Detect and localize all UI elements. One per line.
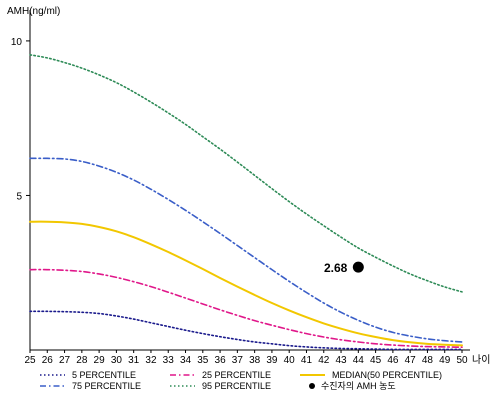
legend-label-5-percentile: 5 PERCENTILE [72,370,136,380]
patient-amh-point [352,261,364,273]
x-tick-label: 31 [128,355,140,366]
patient-amh-value-label: 2.68 [324,261,348,275]
x-tick-label: 30 [111,355,123,366]
x-tick-label: 41 [301,355,313,366]
x-tick-label: 42 [318,355,330,366]
legend-label-75-percentile: 75 PERCENTILE [72,381,141,391]
series-line-25-percentile [29,268,463,349]
x-tick-label: 29 [94,355,106,366]
x-tick-label: 26 [42,355,54,366]
y-axis-title: AMH(ng/ml) [7,6,60,17]
x-tick-label: 35 [197,355,209,366]
x-tick-label: 46 [387,355,399,366]
x-tick-label: 50 [456,355,468,366]
legend-label-median-50-percentile: MEDIAN(50 PERCENTILE) [332,370,442,380]
x-tick-label: 47 [405,355,417,366]
x-ticks: 25 26 27 28 29 30 31 32 33 34 35 36 37 38 39 40 41 42 43 44… [24,350,468,366]
legend-label-patient-amh: 수진자의 AMH 농도 [321,381,396,391]
legend-label-25-percentile: 25 PERCENTILE [202,370,271,380]
series-line-median-50-percentile [29,220,463,347]
x-tick-label: 27 [59,355,71,366]
x-axis-title: 나이 [472,354,490,366]
x-tick-label: 45 [370,355,382,366]
legend: 5 PERCENTILE 25 PERCENTILE MEDIAN(50 PERCE… [40,370,442,391]
x-tick-label: 39 [266,355,278,366]
x-tick-label: 34 [180,355,192,366]
series-line-5-percentile [29,310,463,351]
x-tick-label: 25 [24,355,36,366]
legend-swatch-patient-amh [309,383,315,389]
series-line-95-percentile [29,54,463,293]
x-tick-label: 33 [163,355,175,366]
x-tick-label: 48 [422,355,434,366]
y-tick-label: 5 [16,191,22,202]
legend-label-95-percentile: 95 PERCENTILE [202,381,271,391]
x-tick-label: 36 [215,355,227,366]
x-tick-label: 28 [76,355,88,366]
x-tick-label: 37 [232,355,244,366]
y-tick-label: 10 [11,37,23,48]
y-ticks: 5 10 [11,37,30,202]
data-points: 2.68 [324,261,364,275]
series-lines [29,54,463,351]
x-tick-label: 38 [249,355,261,366]
x-tick-label: 49 [439,355,451,366]
x-tick-label: 43 [335,355,347,366]
x-tick-label: 32 [145,355,157,366]
series-line-75-percentile [29,157,463,343]
x-tick-label: 40 [284,355,296,366]
x-tick-label: 44 [353,355,365,366]
